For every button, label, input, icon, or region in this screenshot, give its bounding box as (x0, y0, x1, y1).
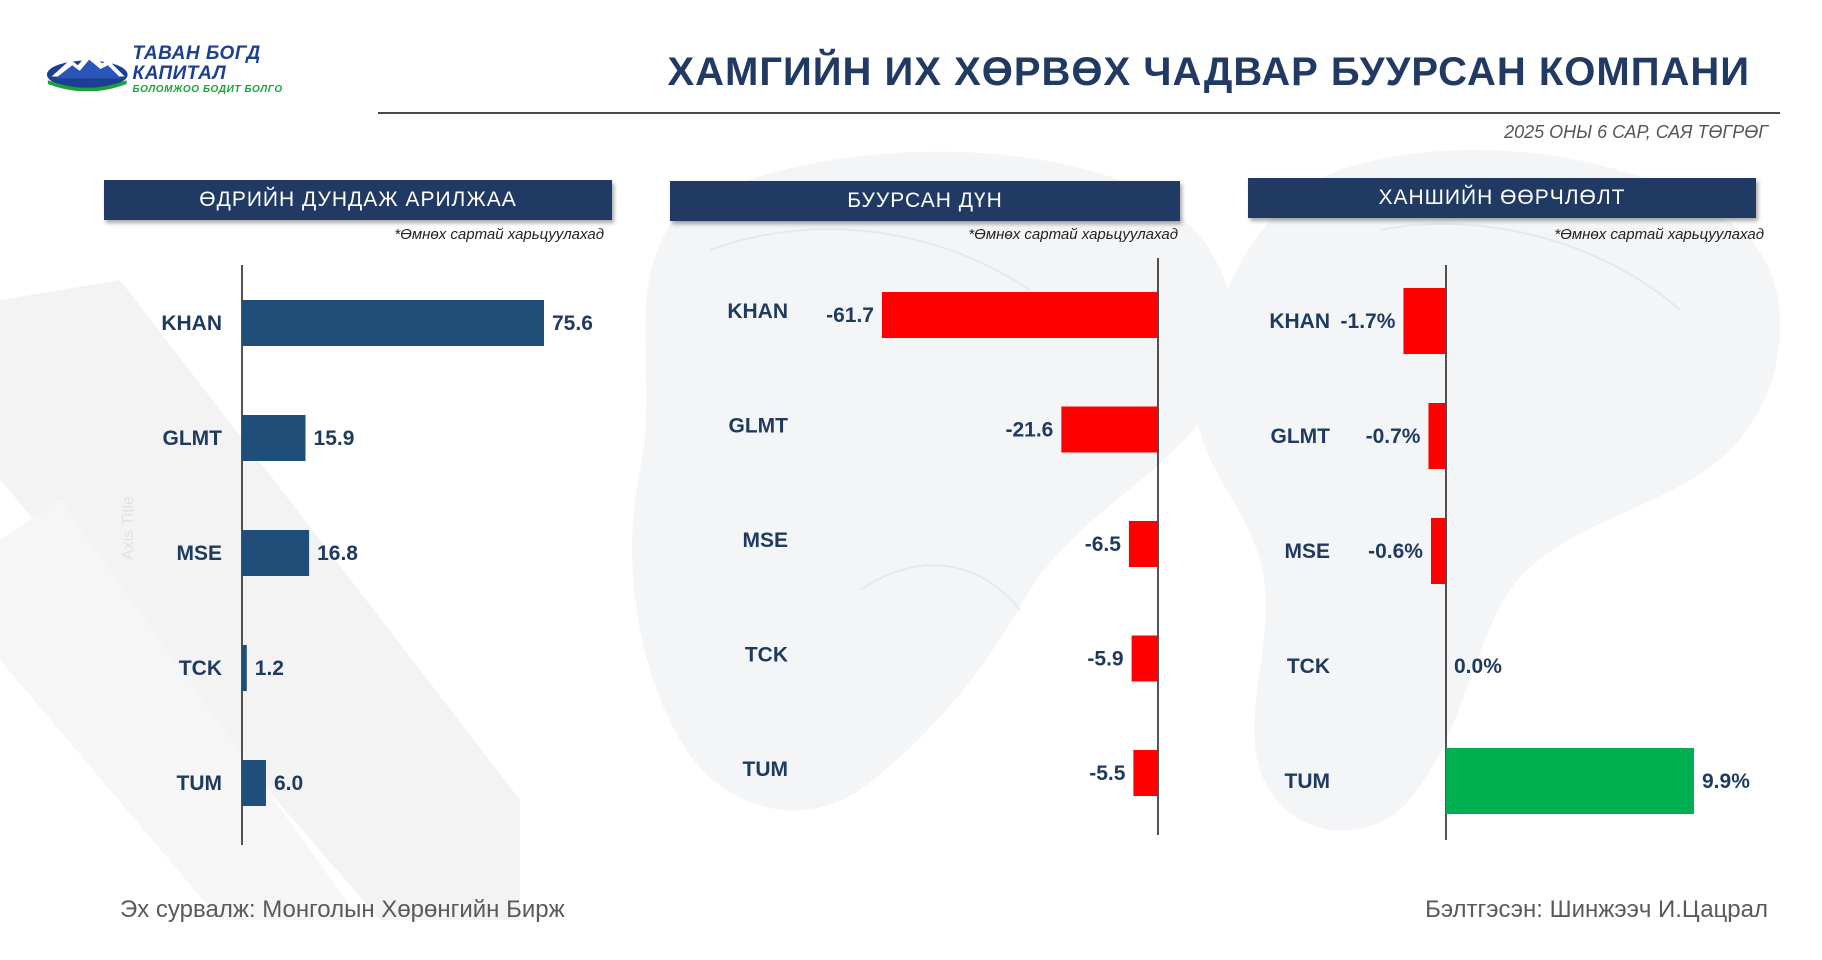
footer-author: Бэлтгэсэн: Шинжээч И.Цацрал (1425, 896, 1768, 923)
category-label-tck: TCK (179, 657, 222, 680)
bar-khan (1403, 288, 1446, 354)
page-subtitle: 2025 ОНЫ 6 САР, САЯ ТӨГРӨГ (1504, 122, 1768, 142)
value-label-mse: -0.6% (1368, 540, 1423, 563)
bar-mse (1430, 518, 1446, 584)
bar-mse (242, 530, 310, 576)
value-label-tck: 0.0% (1454, 655, 1502, 678)
category-label-tum: TUM (177, 772, 223, 795)
bar-glmt (1061, 406, 1158, 453)
category-label-tum: TUM (1285, 770, 1331, 793)
value-label-khan: 75.6 (552, 312, 593, 335)
category-label-glmt: GLMT (163, 427, 223, 450)
bar-khan (242, 300, 544, 346)
category-label-khan: KHAN (1269, 310, 1330, 333)
category-label-glmt: GLMT (729, 415, 789, 438)
brand-logo: ТАВАН БОГД КАПИТАЛ БОЛОМЖОО БОДИТ БОЛГО (46, 42, 346, 95)
value-label-khan: -61.7 (826, 304, 874, 327)
category-label-tck: TCK (1287, 655, 1330, 678)
bar-glmt (242, 415, 306, 461)
category-label-mse: MSE (742, 529, 788, 552)
value-label-tum: -5.5 (1089, 762, 1126, 785)
footer-source: Эх сурвалж: Монголын Хөрөнгийн Бирж (120, 896, 565, 923)
value-label-mse: 16.8 (317, 542, 358, 565)
title-divider (378, 112, 1780, 114)
bar-tck (242, 645, 247, 691)
chart-3-header: ХАНШИЙН ӨӨРЧЛӨЛТ (1248, 178, 1756, 218)
value-label-glmt: -0.7% (1366, 425, 1421, 448)
bar-tum (242, 760, 266, 806)
value-label-tum: 6.0 (274, 772, 303, 795)
value-label-tck: 1.2 (255, 657, 284, 680)
bar-tck (1131, 635, 1158, 682)
bar-mse (1128, 521, 1158, 567)
value-label-khan: -1.7% (1341, 310, 1396, 333)
logo-tagline: БОЛОМЖОО БОДИТ БОЛГО (132, 83, 283, 95)
value-label-mse: -6.5 (1085, 533, 1122, 556)
chart-2-header: БУУРСАН ДҮН (670, 181, 1180, 221)
category-label-mse: MSE (1284, 540, 1330, 563)
category-label-tck: TCK (745, 644, 788, 667)
bar-tum (1133, 750, 1158, 796)
chart-2-note: *Өмнөх сартай харьцуулахад (968, 226, 1178, 243)
category-label-khan: KHAN (727, 300, 788, 323)
ghost-axis-title: Axis Title (120, 495, 137, 560)
page-title: ХАМГИЙН ИХ ХӨРВӨХ ЧАДВАР БУУРСАН КОМПАНИ (667, 50, 1750, 94)
bar-khan (882, 292, 1158, 338)
category-label-tum: TUM (743, 758, 789, 781)
chart-3-note: *Өмнөх сартай харьцуулахад (1554, 226, 1764, 243)
bar-tum (1446, 748, 1694, 814)
chart-1-header: ӨДРИЙН ДУНДАЖ АРИЛЖАА (104, 180, 612, 220)
mountain-logo-icon (46, 52, 128, 91)
category-label-khan: KHAN (161, 312, 222, 335)
bar-glmt (1428, 403, 1446, 469)
value-label-glmt: 15.9 (314, 427, 355, 450)
value-label-tck: -5.9 (1087, 648, 1123, 671)
logo-name: ТАВАН БОГД КАПИТАЛ (132, 42, 261, 84)
value-label-tum: 9.9% (1702, 770, 1750, 793)
value-label-glmt: -21.6 (1006, 419, 1054, 442)
category-label-mse: MSE (176, 542, 222, 565)
chart-1-note: *Өмнөх сартай харьцуулахад (394, 226, 604, 243)
category-label-glmt: GLMT (1271, 425, 1331, 448)
